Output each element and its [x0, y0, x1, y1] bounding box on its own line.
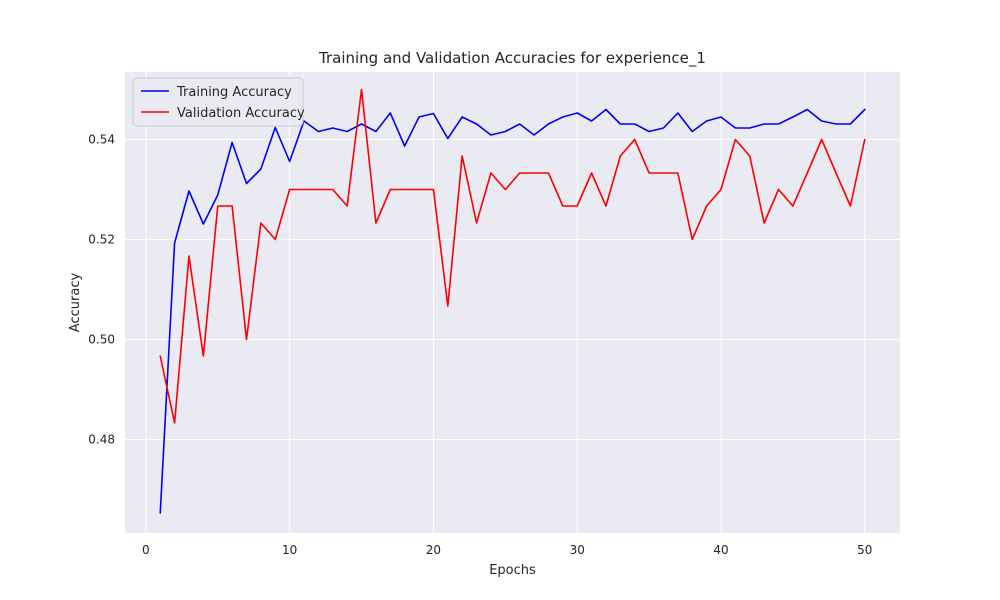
series-line-training-accuracy: [159, 108, 866, 514]
series-line-validation-accuracy: [159, 88, 866, 424]
x-tick-label: 10: [282, 543, 297, 557]
x-tick-label: 50: [857, 543, 872, 557]
y-tick-label: 0.54: [88, 133, 115, 147]
legend: Training Accuracy Validation Accuracy: [132, 77, 305, 127]
legend-label: Validation Accuracy: [177, 106, 305, 121]
x-tick-label: 40: [713, 543, 728, 557]
x-tick-label: 30: [570, 543, 585, 557]
grid-lines: [125, 72, 900, 533]
x-axis-label: Epochs: [489, 563, 536, 578]
y-axis-label: Accuracy: [68, 273, 83, 333]
y-tick-label: 0.50: [88, 333, 115, 347]
plot-area: [125, 72, 900, 533]
x-tick-label: 20: [426, 543, 441, 557]
y-tick-label: 0.52: [88, 233, 115, 247]
series-layer: [159, 88, 866, 514]
chart-title: Training and Validation Accuracies for e…: [318, 49, 706, 68]
legend-box: [132, 77, 304, 127]
y-tick-label: 0.48: [88, 433, 115, 447]
legend-label: Training Accuracy: [176, 85, 292, 100]
x-tick-label: 0: [142, 543, 150, 557]
tick-labels: 0 10 20 30 40 50 0.48 0.50 0.52 0.54: [88, 133, 872, 558]
